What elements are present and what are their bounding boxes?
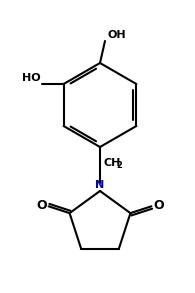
- Text: CH: CH: [103, 158, 120, 168]
- Text: OH: OH: [107, 30, 126, 40]
- Text: HO: HO: [22, 73, 41, 83]
- Text: O: O: [36, 199, 47, 212]
- Text: 2: 2: [116, 161, 122, 169]
- Text: N: N: [95, 180, 105, 190]
- Text: O: O: [153, 199, 164, 212]
